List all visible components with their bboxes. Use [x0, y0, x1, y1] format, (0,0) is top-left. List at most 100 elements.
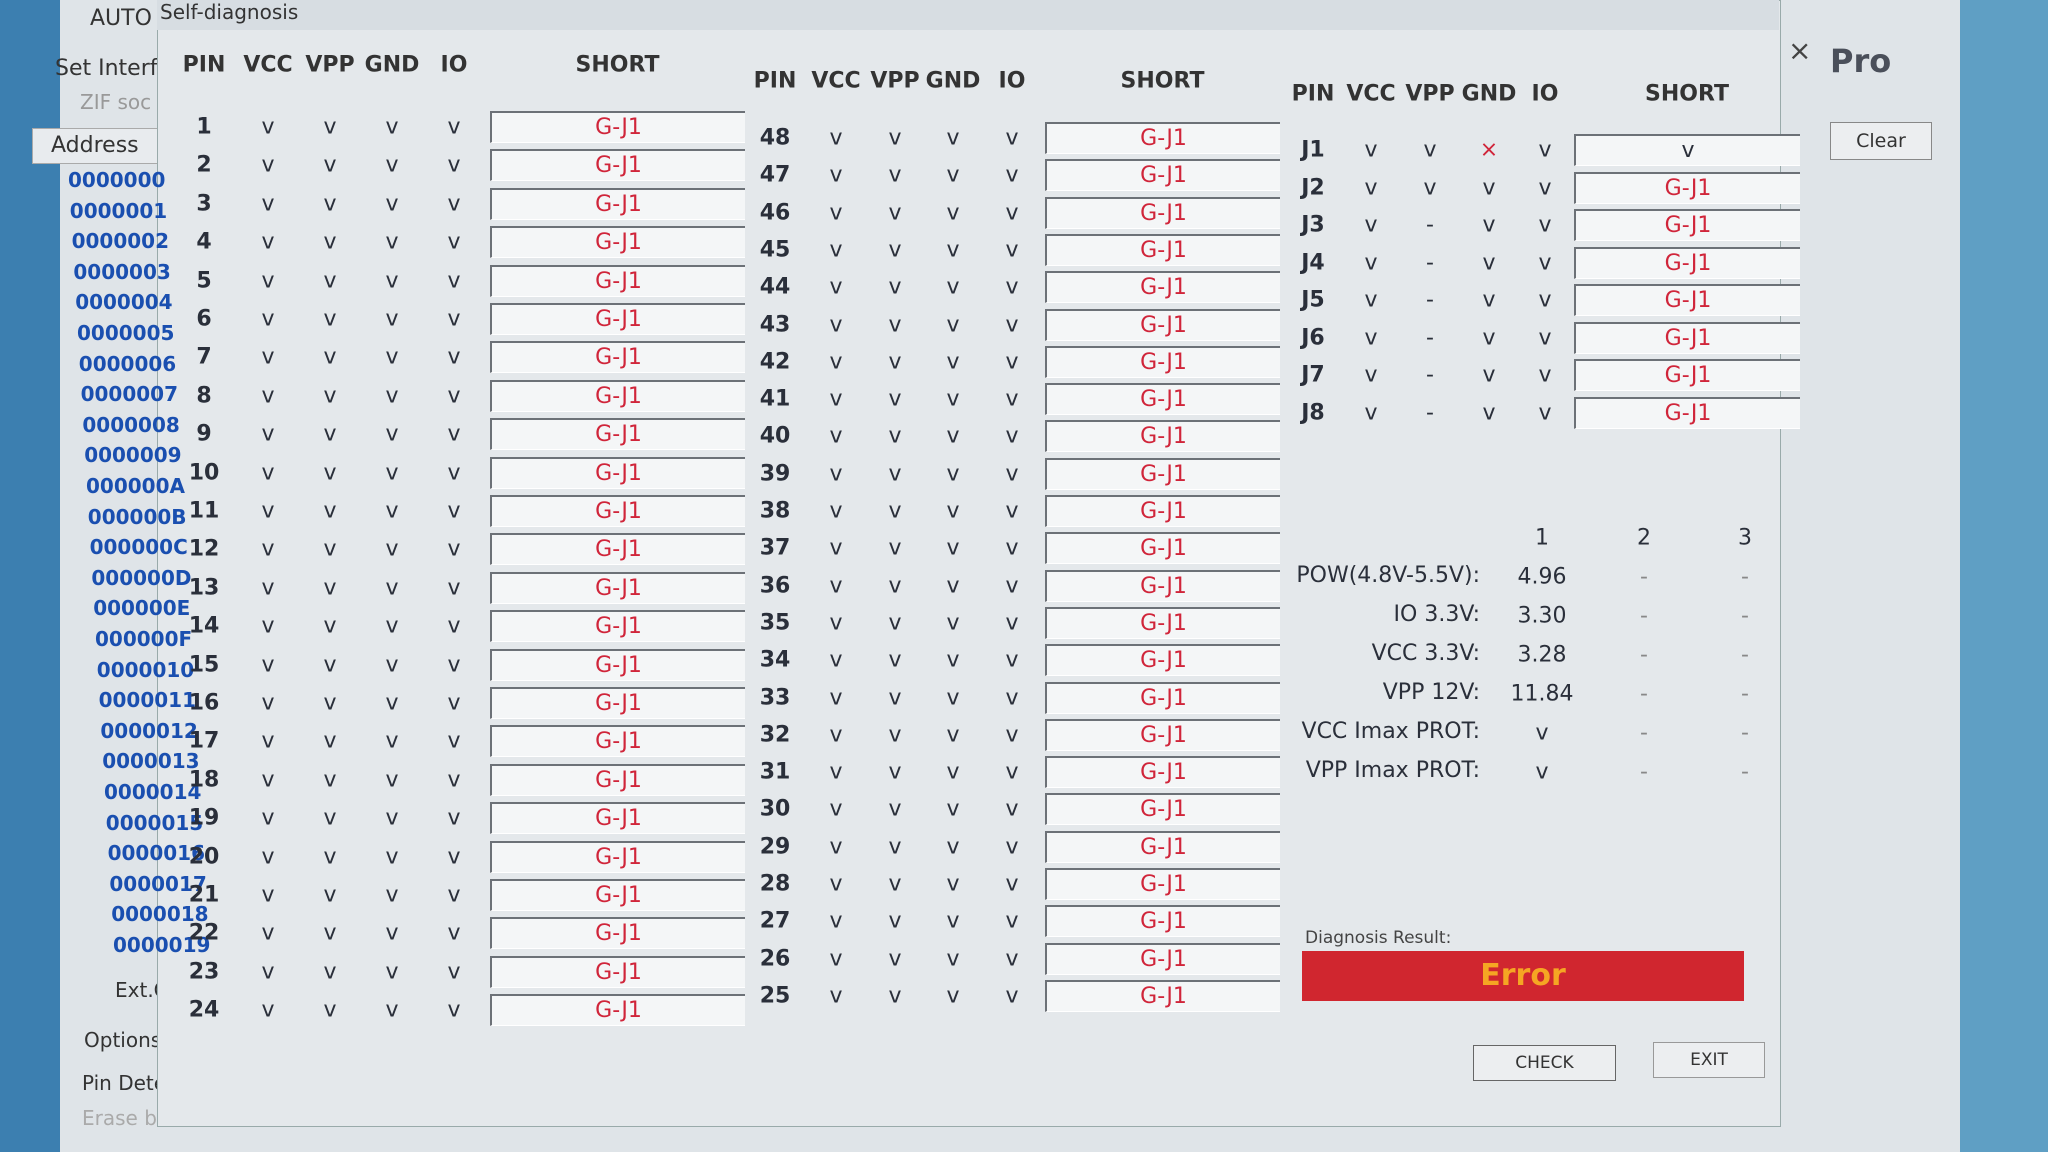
- column-header: SHORT: [1120, 68, 1205, 94]
- address: 000000E: [93, 596, 191, 621]
- short-field: G-J1: [1574, 284, 1800, 316]
- short-field: G-J1: [1045, 196, 1280, 229]
- pin-check: v: [385, 536, 399, 562]
- pin-check: v: [888, 386, 902, 412]
- pin-check: v: [261, 613, 275, 639]
- pin-check: v: [1423, 137, 1437, 163]
- address: 0000017: [109, 871, 207, 896]
- pin-check: v: [1538, 137, 1552, 163]
- short-field: G-J1: [490, 648, 745, 681]
- pin-check: v: [888, 274, 902, 300]
- pin-check: v: [829, 946, 843, 972]
- short-field: v: [1574, 134, 1800, 166]
- pin-check: v: [829, 722, 843, 748]
- pin-check: v: [1005, 498, 1019, 524]
- pin-check: v: [385, 575, 399, 601]
- pin-label: 46: [759, 200, 791, 226]
- pin-check: v: [829, 274, 843, 300]
- pin-check: v: [1005, 162, 1019, 188]
- short-field: G-J1: [490, 763, 745, 796]
- power-value: -: [1640, 720, 1648, 746]
- pin-check: v: [1005, 610, 1019, 636]
- pin-check: v: [323, 690, 337, 716]
- pin-label: 35: [759, 610, 791, 636]
- pin-label: 21: [188, 882, 220, 908]
- pin-check: v: [261, 191, 275, 217]
- pin-label: 10: [188, 460, 220, 486]
- pin-check: v: [323, 191, 337, 217]
- pin-check: v: [888, 759, 902, 785]
- pin-label: 26: [759, 946, 791, 972]
- power-label: VPP Imax PROT:: [1305, 758, 1480, 783]
- power-value: v: [1535, 759, 1549, 785]
- power-label: IO 3.3V:: [1393, 602, 1480, 627]
- pin-check: v: [261, 882, 275, 908]
- pin-check: v: [829, 685, 843, 710]
- short-field: G-J1: [490, 149, 745, 182]
- clear-button[interactable]: Clear: [1830, 122, 1932, 160]
- pin-check: v: [1364, 362, 1378, 388]
- pin-check: v: [447, 882, 461, 908]
- pin-check: v: [1538, 400, 1552, 425]
- short-field: G-J1: [490, 610, 745, 643]
- pin-label: J7: [1301, 362, 1325, 388]
- address: 0000018: [111, 902, 209, 927]
- pin-label: 20: [188, 844, 220, 870]
- pin-check: v: [1538, 250, 1552, 275]
- pin-check: v: [829, 423, 843, 449]
- short-field: G-J1: [1574, 359, 1800, 391]
- pin-label: 39: [759, 461, 791, 487]
- power-value: -: [1741, 720, 1749, 746]
- power-value: -: [1640, 603, 1648, 629]
- pin-check: -: [1426, 287, 1434, 313]
- pin-check: v: [323, 920, 337, 946]
- close-button[interactable]: ×: [1788, 34, 1812, 67]
- pin-check: v: [946, 461, 960, 487]
- erase-option: Erase be: [82, 1106, 170, 1130]
- pin-check: v: [888, 573, 902, 599]
- column-header: VCC: [243, 52, 293, 78]
- pin-label: 2: [196, 152, 212, 178]
- pin-check: v: [1005, 722, 1019, 748]
- pin-check: v: [1005, 796, 1019, 822]
- pin-check: v: [829, 796, 843, 822]
- pin-check: v: [261, 690, 275, 716]
- pin-check: v: [323, 805, 337, 831]
- pin-check: v: [1482, 287, 1496, 313]
- pin-check: v: [888, 461, 902, 487]
- short-field: G-J1: [490, 994, 745, 1027]
- pin-check: v: [1005, 349, 1019, 375]
- pin-check: v: [1005, 983, 1019, 1009]
- power-value: -: [1640, 759, 1648, 785]
- dialog-title: Self-diagnosis: [160, 0, 299, 24]
- pin-check: v: [1482, 212, 1496, 238]
- pin-label: J4: [1301, 250, 1325, 275]
- short-field: G-J1: [490, 303, 745, 335]
- short-field: G-J1: [490, 226, 745, 259]
- pin-check: v: [946, 237, 960, 263]
- check-button[interactable]: CHECK: [1473, 1045, 1616, 1081]
- pin-label: 18: [188, 767, 220, 793]
- pin-check: v: [946, 200, 960, 226]
- column-header: GND: [1461, 81, 1517, 107]
- pin-check: v: [261, 575, 275, 601]
- pin-check: v: [447, 306, 461, 332]
- pin-check: v: [829, 610, 843, 636]
- options-label: Options: [84, 1028, 162, 1052]
- short-field: G-J1: [1574, 171, 1800, 204]
- pin-label: 15: [188, 652, 220, 678]
- short-field: G-J1: [1045, 159, 1280, 192]
- short-field: G-J1: [1045, 420, 1280, 453]
- pin-check: v: [385, 844, 399, 870]
- address: 0000000: [68, 168, 166, 192]
- exit-button[interactable]: EXIT: [1653, 1042, 1765, 1078]
- pin-check: v: [447, 383, 461, 409]
- column-header: PIN: [1291, 81, 1335, 107]
- short-field: G-J1: [1045, 644, 1280, 677]
- pin-label: 7: [196, 344, 212, 370]
- pin-check: v: [385, 268, 399, 294]
- short-field: G-J1: [1045, 495, 1280, 527]
- column-header: GND: [364, 52, 420, 78]
- pin-check: v: [261, 229, 275, 255]
